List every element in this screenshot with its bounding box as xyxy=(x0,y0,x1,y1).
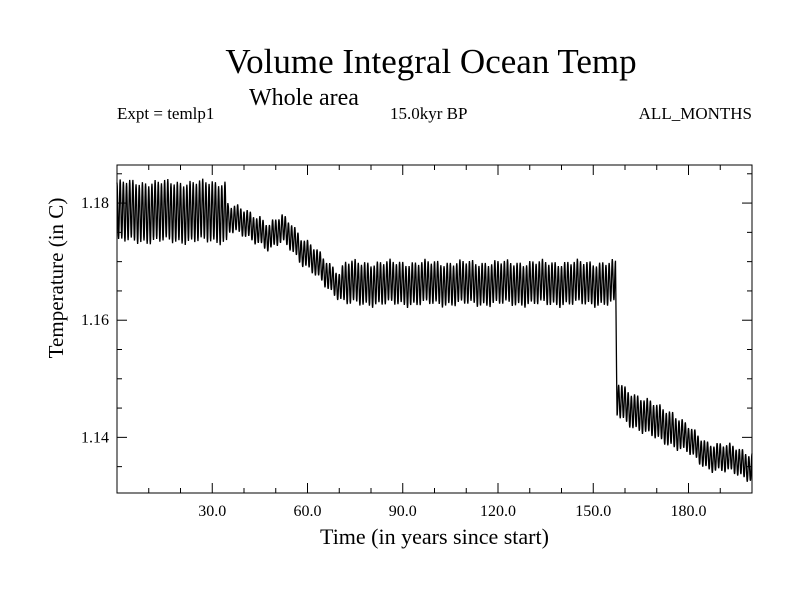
x-tick-label: 90.0 xyxy=(389,503,417,520)
x-tick-label: 60.0 xyxy=(294,503,322,520)
series-line-ocean-temp xyxy=(116,178,753,482)
x-tick-label: 30.0 xyxy=(198,503,226,520)
plot-frame xyxy=(116,164,753,494)
y-tick-label: 1.18 xyxy=(81,195,109,212)
period-label: 15.0kyr BP xyxy=(390,104,468,123)
y-tick-label: 1.16 xyxy=(81,312,109,329)
x-tick-label: 180.0 xyxy=(671,503,707,520)
x-tick-label: 150.0 xyxy=(575,503,611,520)
experiment-label: Expt = temlp1 xyxy=(117,104,215,123)
chart-subtitle: Whole area xyxy=(249,85,359,111)
axis-ticks: 30.0 60.0 90.0 120.0 150.0 180.0 1.14 1.16 1.18 xyxy=(81,165,752,520)
months-label: ALL_MONTHS xyxy=(638,104,752,123)
x-axis-label: Time (in years since start) xyxy=(320,524,549,549)
chart-title: Volume Integral Ocean Temp xyxy=(225,42,637,81)
y-tick-label: 1.14 xyxy=(81,429,109,446)
x-tick-label: 120.0 xyxy=(480,503,516,520)
series-layer xyxy=(116,178,753,482)
